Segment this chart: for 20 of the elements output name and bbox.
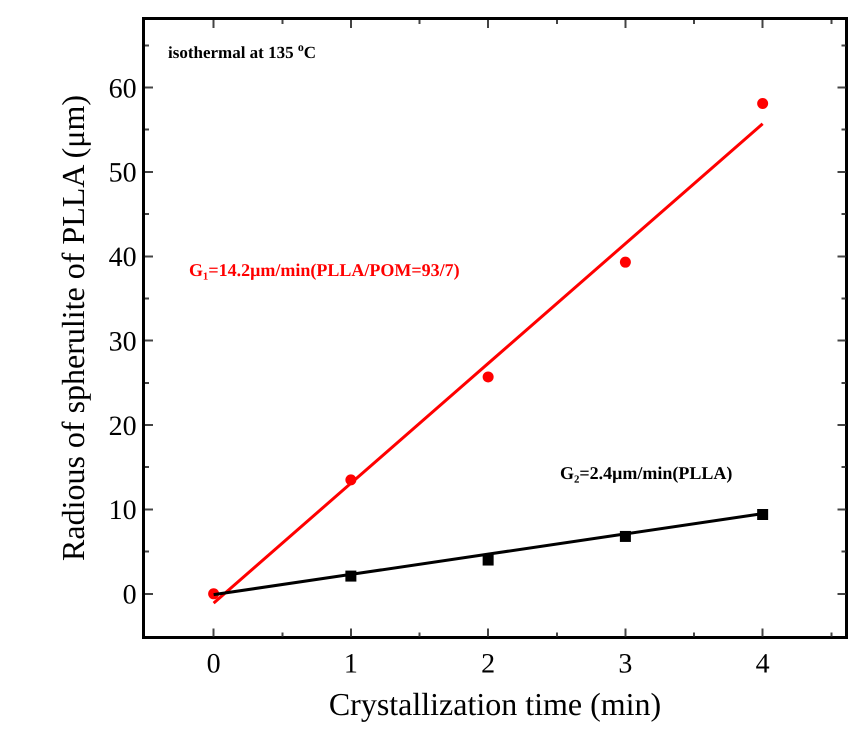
y-tick-label: 40 <box>108 242 137 274</box>
y-tick-label: 60 <box>108 73 137 104</box>
y-tick-label: 0 <box>122 580 137 611</box>
annotation: isothermal at 135 $^{o}$C <box>168 40 316 62</box>
y-axis-title: Radious of spherulite of PLLA (μm) <box>54 95 91 561</box>
x-tick-label: 0 <box>206 648 221 680</box>
annotation: G₁=14.2μm/min(PLLA/POM=93/7) <box>189 260 460 280</box>
y-tick-label: 50 <box>108 158 137 189</box>
point <box>757 98 768 110</box>
x-tick-label: 4 <box>756 648 770 680</box>
point <box>482 371 494 382</box>
y-tick-label: 30 <box>108 326 137 358</box>
x-tick-label: 3 <box>618 648 632 680</box>
annotation: G₂=2.4μm/min(PLLA) <box>560 463 732 483</box>
x-axis-title: Crystallization time (min) <box>328 686 662 722</box>
y-tick-label: 20 <box>108 410 137 442</box>
y-tick-label: 10 <box>108 495 137 526</box>
point <box>620 256 631 268</box>
x-tick-label: 2 <box>481 648 496 680</box>
x-tick-label: 1 <box>344 648 358 680</box>
